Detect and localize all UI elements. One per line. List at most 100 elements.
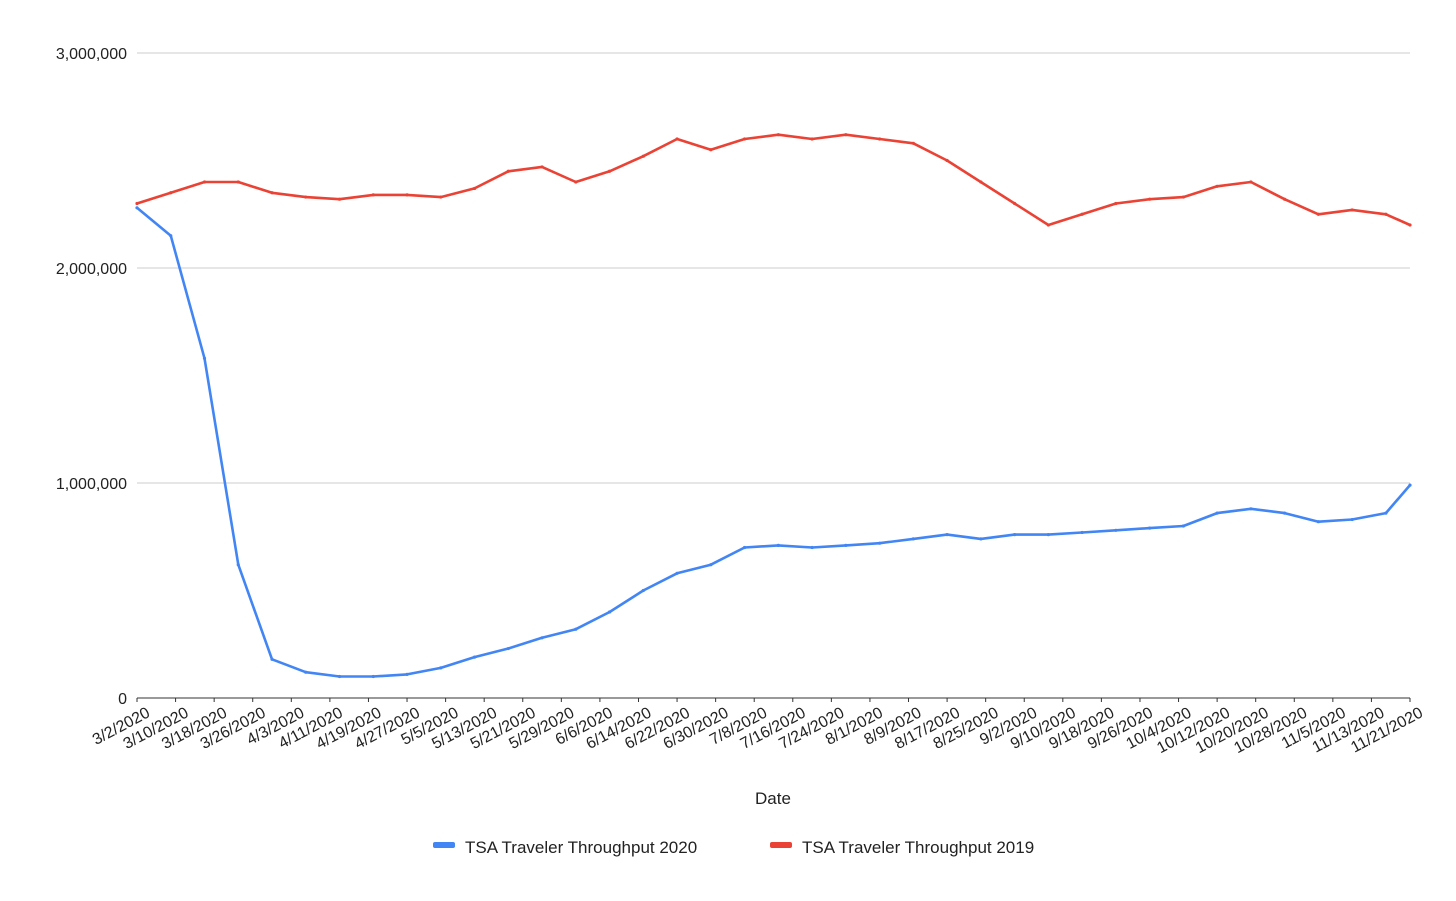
data-point [472, 655, 477, 659]
data-point [1350, 517, 1354, 522]
data-point [1148, 197, 1152, 201]
data-point [1080, 212, 1084, 216]
data-point [641, 588, 645, 593]
data-point [1249, 507, 1253, 511]
data-point [709, 563, 713, 567]
data-point [810, 137, 814, 141]
data-point [337, 197, 342, 201]
data-point [945, 533, 949, 537]
data-point [1215, 184, 1219, 188]
data-point [1283, 197, 1287, 201]
data-point [607, 169, 612, 173]
data-point [844, 543, 848, 547]
y-tick-label: 2,000,000 [56, 261, 127, 278]
data-point [439, 195, 443, 199]
data-point [742, 137, 747, 141]
data-point [911, 537, 915, 541]
data-point [1283, 511, 1287, 515]
data-point [439, 666, 443, 670]
data-point [810, 545, 814, 550]
data-point [135, 206, 139, 210]
series-lines [135, 133, 1412, 679]
data-point [607, 610, 612, 614]
legend-swatch [770, 842, 792, 848]
data-point [1080, 530, 1084, 535]
data-point [574, 180, 578, 184]
series-line [135, 133, 1412, 227]
data-point [1114, 528, 1118, 532]
data-point [540, 165, 544, 169]
data-point [1350, 208, 1354, 212]
data-point [641, 154, 645, 158]
data-point [371, 674, 375, 679]
data-point [270, 657, 274, 661]
data-point [776, 543, 780, 547]
legend-item: TSA Traveler Throughput 2020 [433, 838, 697, 857]
legend-label: TSA Traveler Throughput 2019 [802, 838, 1034, 857]
data-point [1316, 212, 1320, 216]
x-axis: 3/2/20203/10/20203/18/20203/26/20204/3/2… [90, 698, 1426, 757]
data-point [1408, 483, 1412, 487]
data-point [776, 133, 780, 137]
series-2019 [135, 133, 1412, 227]
y-tick-label: 3,000,000 [56, 46, 127, 63]
data-point [202, 180, 207, 184]
data-point [135, 201, 139, 206]
data-point [1148, 526, 1152, 530]
data-point [506, 646, 510, 651]
data-point [1384, 511, 1388, 515]
data-point [911, 141, 915, 145]
data-point [540, 636, 544, 640]
data-point [169, 191, 173, 195]
legend-item: TSA Traveler Throughput 2019 [770, 838, 1034, 857]
data-point [304, 670, 308, 674]
data-point [979, 537, 983, 541]
data-point [844, 133, 848, 137]
data-point [371, 193, 375, 197]
series-line [135, 206, 1412, 678]
y-tick-label: 1,000,000 [56, 476, 127, 493]
data-point [1408, 223, 1412, 227]
data-point [1215, 511, 1219, 515]
series-2020 [135, 206, 1412, 679]
data-point [877, 137, 882, 141]
data-point [270, 191, 274, 195]
data-point [1249, 180, 1253, 184]
data-point [675, 137, 679, 141]
data-point [405, 672, 409, 676]
data-point [1181, 195, 1185, 199]
data-point [236, 563, 240, 567]
data-point [1012, 533, 1017, 537]
legend: TSA Traveler Throughput 2020 TSA Traveler… [433, 838, 1034, 857]
data-point [1384, 212, 1388, 216]
data-point [1046, 533, 1050, 537]
data-point [877, 541, 882, 545]
legend-label: TSA Traveler Throughput 2020 [465, 838, 697, 857]
data-point [574, 627, 578, 631]
data-point [709, 148, 713, 152]
data-point [1316, 520, 1320, 524]
legend-swatch [433, 842, 455, 848]
data-point [304, 195, 308, 199]
data-point [979, 180, 983, 184]
data-point [405, 193, 409, 197]
data-point [337, 674, 342, 679]
data-point [169, 234, 173, 238]
x-axis-title: Date [755, 789, 791, 808]
data-point [202, 356, 207, 360]
data-point [472, 186, 477, 191]
data-point [1012, 201, 1017, 206]
data-point [675, 571, 679, 575]
data-point [945, 158, 949, 163]
data-point [506, 169, 510, 173]
data-point [236, 180, 240, 184]
data-point [742, 545, 747, 550]
data-point [1181, 524, 1185, 528]
data-point [1046, 223, 1050, 227]
y-axis: 0 1,000,000 2,000,000 3,000,000 [56, 46, 127, 708]
gridlines [137, 52, 1410, 699]
data-point [1114, 201, 1118, 206]
y-tick-label: 0 [118, 691, 127, 708]
